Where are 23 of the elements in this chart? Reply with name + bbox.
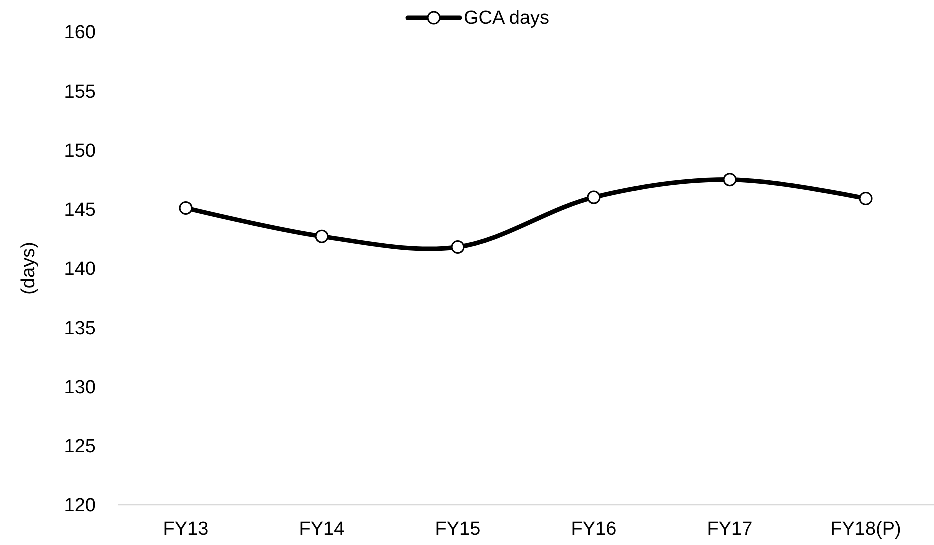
x-tick-label: FY16 [571, 519, 617, 540]
x-tick-label: FY18(P) [830, 519, 902, 540]
x-tick-label: FY17 [707, 519, 753, 540]
y-tick-label: 150 [64, 140, 96, 162]
point [315, 230, 329, 244]
y-tick-label: 125 [64, 436, 96, 458]
y-tick-label: 120 [64, 496, 96, 517]
y-tick-label: 130 [64, 377, 96, 398]
x-tick-label: FY13 [163, 519, 209, 540]
y-tick-label: 135 [64, 318, 96, 340]
point [179, 201, 193, 215]
x-tick-label: FY14 [299, 519, 346, 540]
x-tick-label: FY15 [435, 519, 481, 540]
legend-label: GCA days [464, 8, 550, 29]
point [451, 240, 465, 254]
y-axis-title: (days) [18, 242, 40, 295]
y-tick-label: 145 [64, 200, 96, 222]
point [723, 173, 737, 187]
point [859, 192, 873, 206]
y-tick-label: 155 [64, 82, 96, 103]
point [587, 190, 601, 204]
y-tick-label: 160 [64, 22, 96, 44]
y-tick-label: 140 [64, 259, 96, 280]
